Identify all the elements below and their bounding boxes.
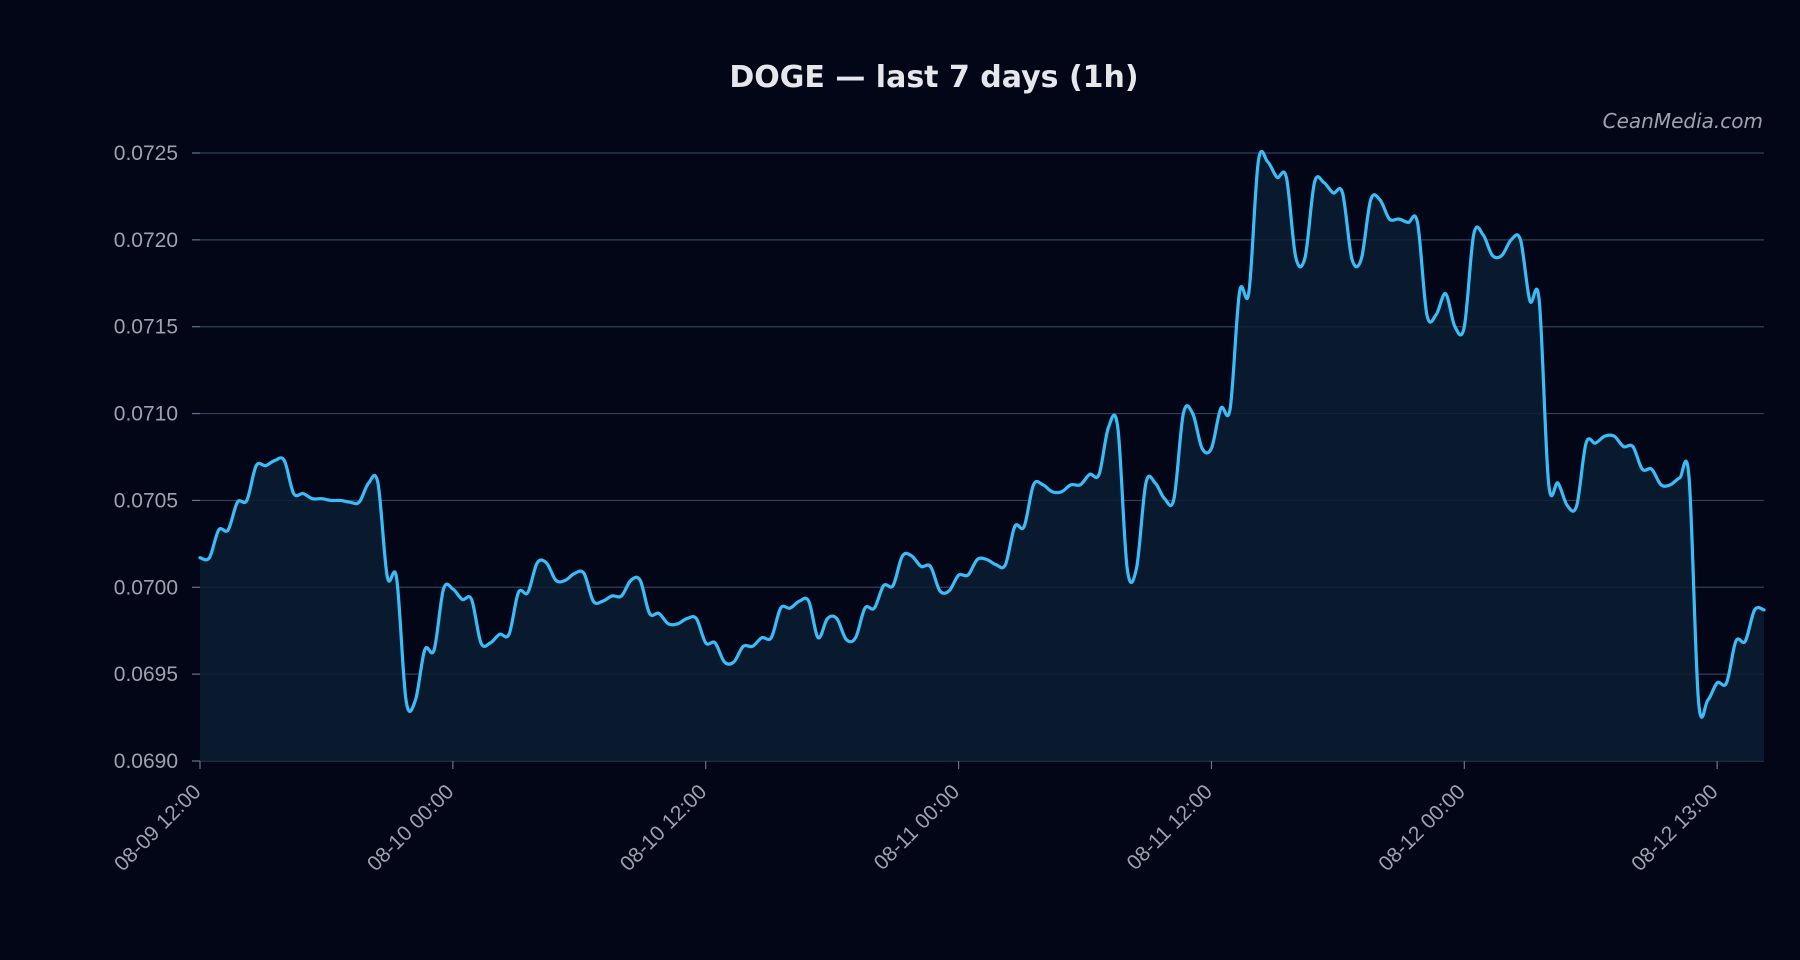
y-tick-label: 0.0690 bbox=[114, 750, 178, 773]
chart-title: DOGE — last 7 days (1h) bbox=[729, 60, 1138, 95]
y-tick-label: 0.0705 bbox=[114, 489, 178, 512]
y-tick-label: 0.0695 bbox=[114, 663, 178, 686]
area-fill bbox=[200, 151, 1764, 761]
y-tick-label: 0.0720 bbox=[114, 229, 178, 252]
y-tick-label: 0.0700 bbox=[114, 576, 178, 599]
watermark-text: CeanMedia.com bbox=[1603, 109, 1763, 133]
y-tick-label: 0.0725 bbox=[114, 142, 178, 165]
y-tick-label: 0.0715 bbox=[114, 316, 178, 339]
price-area bbox=[200, 151, 1764, 761]
price-line bbox=[198, 149, 1766, 719]
y-axis: 0.0690 0.0695 0.0700 0.0705 0.0710 0.0715 0.07… bbox=[114, 142, 200, 773]
price-line-series bbox=[198, 149, 1766, 719]
y-tick-label: 0.0710 bbox=[114, 403, 178, 426]
